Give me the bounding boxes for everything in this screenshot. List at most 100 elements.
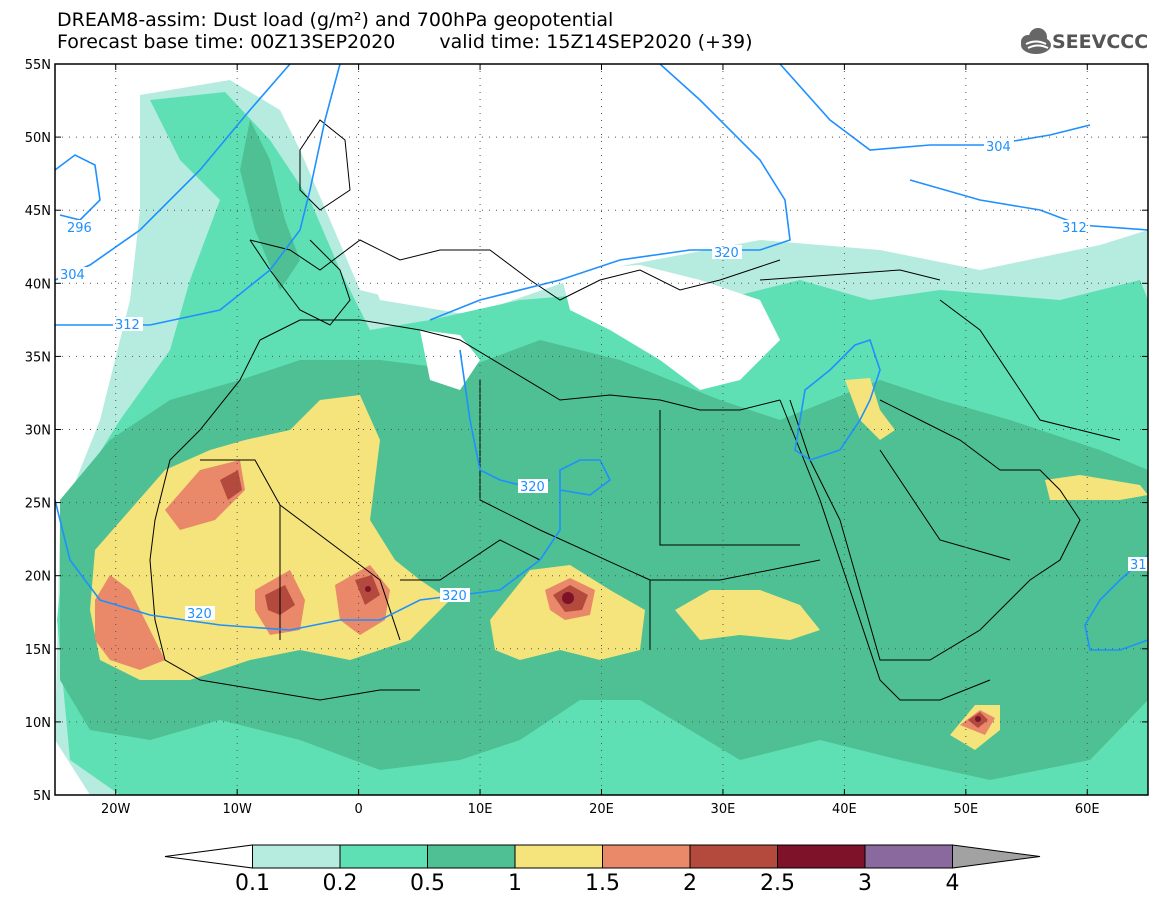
graticule bbox=[55, 64, 1148, 795]
lon-tick-label: 20W bbox=[101, 802, 131, 817]
border-mali bbox=[279, 504, 401, 641]
colorbar-swatch bbox=[602, 844, 691, 869]
dust-band-2.5-niger bbox=[365, 586, 371, 592]
lat-tick-label: 35N bbox=[25, 350, 51, 365]
svg-text:312: 312 bbox=[115, 318, 140, 333]
lat-tick-label: 15N bbox=[25, 643, 51, 658]
colorbar-label: 2.5 bbox=[760, 871, 795, 896]
coastline-red-sea bbox=[779, 399, 991, 701]
lat-tick-label: 10N bbox=[25, 716, 51, 731]
contour-label-312-west: 312 bbox=[113, 317, 143, 333]
coastline-europe bbox=[249, 239, 781, 301]
svg-text:320: 320 bbox=[187, 607, 212, 622]
dust-band-2.5-chad bbox=[562, 592, 574, 604]
lon-tick-label: 0 bbox=[354, 802, 362, 817]
colorbar-swatch bbox=[427, 844, 516, 869]
colorbar-swatch bbox=[164, 844, 253, 869]
border-mauritania bbox=[200, 459, 281, 640]
coastline-arabia bbox=[789, 399, 1081, 661]
lat-tick-label: 25N bbox=[25, 497, 51, 512]
border-sudan bbox=[650, 559, 821, 581]
dust-band-2.5-somalia bbox=[975, 716, 981, 722]
colorbar-swatch bbox=[514, 844, 603, 869]
svg-text:304: 304 bbox=[60, 268, 85, 283]
clear-area-europe bbox=[300, 64, 1148, 300]
border-egypt bbox=[659, 410, 800, 546]
contour-label-304-west: 304 bbox=[58, 267, 88, 283]
colorbar-label: 0.1 bbox=[235, 871, 270, 896]
lat-tick-label: 20N bbox=[25, 570, 51, 585]
lon-tick-label: 30E bbox=[711, 802, 736, 817]
logo-text: SEEVCCC bbox=[1052, 31, 1149, 53]
axis-ticks: 20W 10W 0 10E 20E 30E 40E 50E 60E 55N 50N 45N 40N 35N… bbox=[25, 58, 1148, 817]
lon-tick-label: 60E bbox=[1075, 802, 1100, 817]
colorbar bbox=[164, 844, 1041, 869]
lon-tick-label: 40E bbox=[832, 802, 857, 817]
svg-text:312: 312 bbox=[1062, 221, 1087, 236]
colorbar-label: 1 bbox=[508, 871, 522, 896]
lon-tick-label: 10W bbox=[222, 802, 252, 817]
border-iran bbox=[939, 299, 1121, 441]
contour-312-east bbox=[909, 179, 1148, 231]
dust-field bbox=[55, 64, 1148, 795]
svg-text:31: 31 bbox=[1130, 558, 1147, 573]
contour-label-31x-east: 31 bbox=[1128, 557, 1148, 573]
contour-320-main bbox=[55, 459, 612, 631]
dust-band-1-gulf bbox=[1045, 475, 1148, 500]
svg-text:304: 304 bbox=[986, 140, 1011, 155]
colorbar-swatch bbox=[339, 844, 428, 869]
coastline-africa-west bbox=[149, 339, 420, 701]
colorbar-label: 4 bbox=[945, 871, 960, 896]
colorbar-swatch bbox=[952, 844, 1041, 869]
dust-band-1.5-west bbox=[95, 575, 165, 670]
svg-text:320: 320 bbox=[520, 480, 545, 495]
svg-text:320: 320 bbox=[442, 589, 467, 604]
lat-tick-label: 50N bbox=[25, 131, 51, 146]
contour-label-296: 296 bbox=[64, 220, 94, 236]
contour-304-east bbox=[779, 64, 1091, 151]
colorbar-label: 0.5 bbox=[410, 871, 445, 896]
colorbar-label: 2 bbox=[683, 871, 697, 896]
coastline-med-africa bbox=[259, 319, 781, 411]
lat-tick-label: 30N bbox=[25, 424, 51, 439]
colorbar-swatch bbox=[777, 844, 866, 869]
map-title: DREAM8-assim: Dust load (g/m²) and 700hP… bbox=[57, 9, 614, 31]
contour-296 bbox=[55, 154, 101, 221]
dust-band-1-east bbox=[675, 590, 820, 640]
svg-text:320: 320 bbox=[714, 246, 739, 261]
colorbar-label: 0.2 bbox=[322, 871, 358, 896]
borders bbox=[149, 119, 1121, 701]
border-turkey bbox=[759, 269, 941, 281]
contour-31x-east bbox=[1084, 554, 1148, 651]
border-niger bbox=[400, 539, 541, 581]
contour-label-320-niger: 320 bbox=[440, 588, 470, 604]
contour-label-320-sahel: 320 bbox=[185, 606, 215, 622]
colorbar-swatch bbox=[689, 844, 778, 869]
map-subtitle: Forecast base time: 00Z13SEP2020 valid ti… bbox=[57, 32, 753, 52]
dust-band-0.5-north bbox=[240, 120, 300, 290]
contour-312-west bbox=[55, 64, 341, 326]
forecast-base-time: Forecast base time: 00Z13SEP2020 bbox=[57, 31, 396, 53]
contour-label-304-east: 304 bbox=[984, 139, 1014, 155]
contour-320-mideast bbox=[794, 338, 881, 461]
clear-area-sahara bbox=[420, 330, 480, 390]
border-saudi bbox=[879, 449, 1011, 561]
contour-320-sahara bbox=[429, 64, 791, 321]
dust-band-1-iraq bbox=[845, 378, 895, 440]
border-libya bbox=[479, 380, 541, 531]
valid-time: valid time: 15Z14SEP2020 (+39) bbox=[439, 31, 753, 53]
clear-area-med bbox=[560, 265, 780, 390]
svg-text:296: 296 bbox=[67, 221, 92, 236]
colorbar-swatch bbox=[864, 844, 953, 869]
dust-band-2-mauritania bbox=[220, 470, 242, 500]
dust-band-1.5-niger bbox=[335, 565, 390, 635]
lat-tick-label: 55N bbox=[25, 58, 51, 73]
lat-tick-label: 40N bbox=[25, 277, 51, 292]
lat-tick-label: 5N bbox=[33, 789, 51, 804]
contour-label-320-libya: 320 bbox=[518, 479, 548, 495]
colorbar-label: 3 bbox=[858, 871, 872, 896]
colorbar-swatch bbox=[252, 844, 341, 869]
coastline-uk bbox=[299, 119, 351, 211]
geopotential-contours bbox=[55, 64, 1148, 651]
